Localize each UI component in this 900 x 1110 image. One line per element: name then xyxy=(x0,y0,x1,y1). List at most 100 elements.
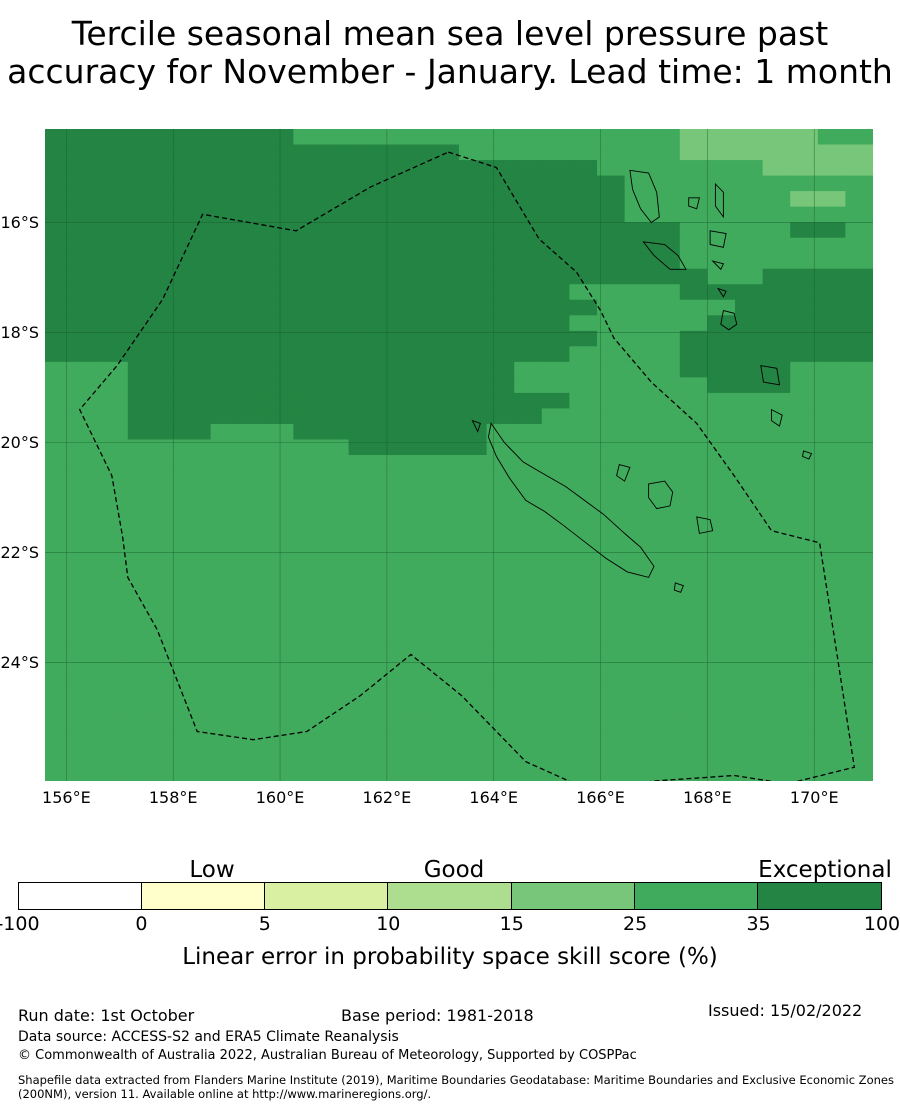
skill-cell xyxy=(459,144,488,161)
skill-cell xyxy=(127,641,156,658)
skill-cell xyxy=(155,237,184,254)
skill-cell xyxy=(376,749,405,767)
skill-cell xyxy=(321,439,350,456)
skill-cell xyxy=(624,315,653,332)
skill-cell xyxy=(514,361,543,378)
skill-cell xyxy=(155,548,184,565)
skill-cell xyxy=(569,734,598,751)
skill-cell xyxy=(403,268,432,285)
skill-cell xyxy=(183,253,212,270)
skill-cell xyxy=(183,501,212,518)
skill-cell xyxy=(597,672,626,689)
skill-cell xyxy=(45,610,74,627)
skill-cell xyxy=(431,501,460,518)
skill-cell xyxy=(735,501,764,518)
skill-cell xyxy=(514,579,543,596)
skill-cell xyxy=(376,439,405,456)
skill-cell xyxy=(652,299,681,316)
skill-cell xyxy=(348,625,377,642)
skill-cell xyxy=(376,330,405,347)
skill-cell xyxy=(348,517,377,534)
skill-cell xyxy=(431,718,460,736)
skill-cell xyxy=(72,687,101,704)
skill-cell xyxy=(183,765,212,781)
skill-cell xyxy=(514,206,543,223)
skill-cell xyxy=(459,160,488,177)
skill-cell xyxy=(486,594,515,611)
skill-cell xyxy=(652,625,681,642)
skill-cell xyxy=(569,563,598,580)
skill-cell xyxy=(72,315,101,332)
skill-cell xyxy=(210,191,239,208)
skill-cell xyxy=(183,299,212,316)
skill-cell xyxy=(210,594,239,611)
skill-cell xyxy=(459,532,488,549)
skill-cell xyxy=(210,734,239,751)
skill-cell xyxy=(569,377,598,394)
colorbar xyxy=(18,882,882,910)
skill-cell xyxy=(790,625,819,642)
skill-cell xyxy=(679,408,708,425)
skill-cell xyxy=(514,253,543,270)
skill-cell xyxy=(210,656,239,673)
skill-cell xyxy=(817,268,846,285)
skill-cell xyxy=(72,439,101,456)
skill-cell xyxy=(459,361,488,378)
skill-cell xyxy=(431,253,460,270)
skill-cell xyxy=(459,749,488,767)
skill-cell xyxy=(541,315,570,332)
skill-cell xyxy=(790,237,819,254)
skill-cell xyxy=(817,392,846,410)
skill-cell xyxy=(210,718,239,736)
skill-cell xyxy=(817,687,846,704)
skill-cell xyxy=(817,408,846,425)
skill-cell xyxy=(762,486,791,503)
island-outline xyxy=(616,464,631,482)
skill-cell xyxy=(403,672,432,689)
skill-cell xyxy=(817,160,846,177)
skill-cell xyxy=(845,284,873,301)
skill-cell xyxy=(376,144,405,161)
skill-cell xyxy=(735,191,764,208)
skill-cell xyxy=(238,191,267,208)
skill-cell xyxy=(817,641,846,658)
skill-cell xyxy=(238,610,267,627)
skill-cell xyxy=(514,486,543,503)
skill-cell xyxy=(652,656,681,673)
skill-cell xyxy=(486,330,515,347)
skill-cell xyxy=(293,672,322,689)
island-outline xyxy=(801,450,813,460)
skill-cell xyxy=(210,361,239,378)
skill-cell xyxy=(624,346,653,363)
skill-cell xyxy=(348,532,377,549)
skill-cell xyxy=(183,470,212,487)
skill-cell xyxy=(679,548,708,565)
skill-cell xyxy=(431,656,460,673)
skill-cell xyxy=(541,253,570,270)
skill-cell xyxy=(127,330,156,347)
skill-cell xyxy=(541,330,570,347)
skill-cell xyxy=(183,734,212,751)
skill-cell xyxy=(183,129,212,146)
skill-cell xyxy=(845,749,873,767)
data-source: Data source: ACCESS-S2 and ERA5 Climate … xyxy=(18,1029,399,1045)
skill-cell xyxy=(652,548,681,565)
skill-cell xyxy=(459,718,488,736)
skill-cell xyxy=(376,501,405,518)
skill-cell xyxy=(45,222,74,239)
skill-cell xyxy=(541,594,570,611)
skill-cell xyxy=(679,470,708,487)
skill-cell xyxy=(127,423,156,441)
skill-cell xyxy=(348,749,377,767)
skill-cell xyxy=(155,765,184,781)
skill-cell xyxy=(790,330,819,347)
skill-cell xyxy=(238,206,267,223)
skill-cell xyxy=(431,594,460,611)
skill-cell xyxy=(514,765,543,781)
skill-cell xyxy=(183,641,212,658)
skill-cell xyxy=(569,672,598,689)
skill-cell xyxy=(597,594,626,611)
skill-cell xyxy=(514,299,543,316)
skill-cell xyxy=(762,455,791,472)
skill-cell xyxy=(155,346,184,363)
